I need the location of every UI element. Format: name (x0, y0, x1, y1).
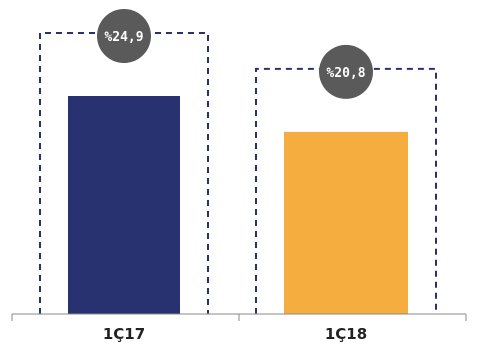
bar-1Ç18 (284, 131, 408, 314)
value-badge (319, 44, 373, 99)
value-badges-group: %24,9 %20,8 (97, 9, 373, 99)
data-label: %20,8 (326, 66, 365, 81)
value-badge (97, 9, 151, 63)
x-axis-ticks (11, 314, 467, 321)
bars-group (68, 96, 408, 314)
x-tick-label: 1Ç18 (325, 325, 367, 343)
data-label: %24,9 (104, 30, 143, 45)
bar-1Ç17 (68, 96, 180, 314)
x-axis-labels: 1Ç17 1Ç18 (103, 325, 367, 343)
x-tick-label: 1Ç17 (103, 325, 145, 343)
